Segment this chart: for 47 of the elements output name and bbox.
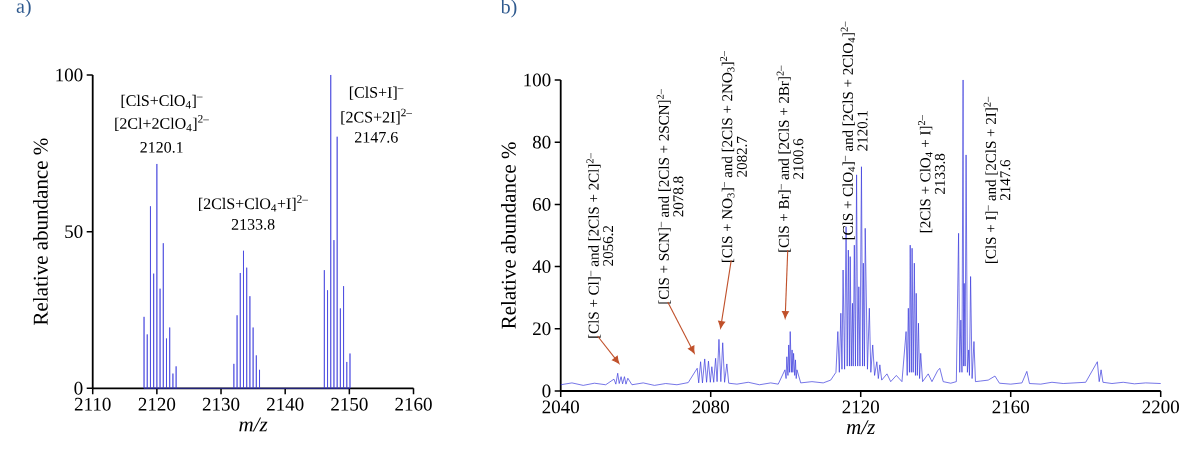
y-tick-label: 0 <box>542 384 551 398</box>
x-tick-label: 2040 <box>542 400 579 414</box>
x-tick-label: 2150 <box>331 397 368 411</box>
annotation: 2133.8 <box>934 153 946 194</box>
y-tick-label: 20 <box>533 322 551 336</box>
annotation: [ClS + NO$_{3}$]$^{–}$ and [2ClS + 2NO$_{3}$]$^{2–}$ <box>720 50 735 263</box>
annotation: 2100.6 <box>793 138 804 179</box>
annotation: [ClS + Br]$^{–}$ and [2ClS + 2Br]$^{2–}$ <box>776 65 791 252</box>
annotation: 2147.6 <box>1000 159 1011 201</box>
y-tick-label: 100 <box>56 68 83 82</box>
annotation: 2120.1 <box>857 110 868 151</box>
y-tick-label: 100 <box>524 73 551 87</box>
y-tick-label: 40 <box>532 260 551 273</box>
annotation: 2078.8 <box>673 176 684 217</box>
annotation: [ClS+I]$^{–}$ <box>349 86 404 100</box>
annotation: 2056.2 <box>603 225 614 266</box>
x-tick-label: 2120 <box>842 400 879 414</box>
x-tick-label: 2200 <box>1142 400 1179 414</box>
annotation: 2147.6 <box>355 131 398 143</box>
y-tick-label: 60 <box>533 197 551 211</box>
y-axis-title: Relative abundance % <box>33 138 48 325</box>
y-tick-label: 0 <box>74 381 83 395</box>
annotation: 2082.7 <box>736 136 748 177</box>
annotation: [2Cl+2ClO$_{4}$]$^{2–}$ <box>115 115 209 132</box>
annotation: 2120.1 <box>140 141 183 153</box>
x-axis-title: m/z <box>239 417 268 432</box>
x-tick-label: 2140 <box>267 397 304 411</box>
y-axis-title: Relative abundance % <box>501 142 516 329</box>
x-axis-title: m/z <box>846 420 876 435</box>
x-tick-label: 2080 <box>692 400 729 414</box>
x-tick-label: 2130 <box>202 397 240 411</box>
y-tick-label: 50 <box>65 225 83 239</box>
x-tick-label: 2120 <box>138 397 176 411</box>
annotation: [ClS + SCN]$^{–}$ and [2ClS + 2SCN]$^{2–}$ <box>656 88 671 304</box>
annotation: [ClS+ClO$_{4}$]$^{–}$ <box>121 94 203 109</box>
annotation: [2CS+2I]$^{2–}$ <box>341 108 413 125</box>
annotation: [ClS + I]$^{–}$ and [2ClS + 2I]$^{2–}$ <box>983 96 998 263</box>
annotation: 2133.8 <box>231 219 275 230</box>
chart-title: b) <box>500 0 517 18</box>
x-tick-label: 2160 <box>395 397 432 411</box>
y-tick-label: 80 <box>532 135 551 149</box>
annotation: [2ClS+ClO$_{4}$+I]$^{2–}$ <box>199 195 308 212</box>
x-tick-label: 2110 <box>74 397 111 411</box>
annotation: [ClS + ClO$_{4}$]$^{–}$ and [2ClS + 2ClO$_{4}$]$^{2–}$ <box>840 21 856 240</box>
x-tick-label: 2160 <box>992 400 1029 414</box>
annotation: [ClS + Cl]$^{–}$ and [2ClS + 2Cl]$^{2–}$ <box>586 153 601 338</box>
annotation: [2ClS + ClO$_{4}$ + I]$^{2–}$ <box>918 114 933 233</box>
